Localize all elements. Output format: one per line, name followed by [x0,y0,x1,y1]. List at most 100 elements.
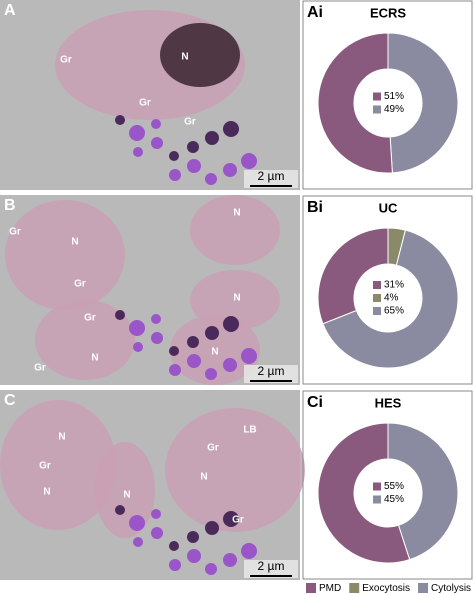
scale-bar-label: 2 µm [258,169,285,183]
legend-label: Exocytosis [362,583,410,594]
panel-label: Ci [307,394,323,411]
legend-swatch [373,281,381,289]
annotation: Gr [207,443,219,454]
panel-label: C [4,392,16,409]
value-label: 45% [384,494,404,505]
panel-label: Ai [307,4,323,21]
legend-swatch [349,583,360,593]
annotation: Gr [39,461,51,472]
annotation: N [233,293,240,304]
cell [165,408,305,532]
scale-bar-box [244,365,298,383]
annotation: Gr [84,313,96,324]
legend-swatch [373,482,381,491]
value-label: 49% [384,104,404,115]
pie-slice [317,422,411,564]
scale-bar-box [244,170,298,188]
scale-bar-box [244,560,298,578]
annotation: N [123,490,130,501]
chart-frame [302,390,473,580]
annotation: Gr [232,515,244,526]
cell [160,23,240,87]
value-label: 31% [384,280,404,291]
granule [205,173,217,185]
granule [151,119,161,129]
granule [151,332,163,344]
legend-label: PMD [319,583,341,594]
granule [169,541,179,551]
panel-label: A [4,2,16,19]
granule [129,125,145,141]
legend-swatch [373,495,381,504]
granule [187,336,199,348]
annotation: Gr [9,227,21,238]
scale-bar-label: 2 µm [258,364,285,378]
granule [151,314,161,324]
pie-slice [387,32,459,174]
cell [5,200,125,310]
granule [205,521,219,535]
chart-frame [302,0,473,190]
granule [241,543,257,559]
granule [151,527,163,539]
annotation: N [71,237,78,248]
legend-swatch [306,583,316,593]
cell [0,400,116,530]
annotation: Gr [34,363,46,374]
chart-title: HES [375,395,402,410]
cell [35,300,135,380]
legend-swatch [373,294,381,302]
granule [133,537,143,547]
value-label: 4% [384,293,399,304]
annotation: N [91,353,98,364]
legend-label: Cytolysis [431,583,471,594]
granule [169,151,179,161]
legend-swatch [373,105,381,114]
cell [95,442,155,538]
granule [151,137,163,149]
cell [190,270,280,330]
granule [129,320,145,336]
annotation: Gr [74,279,86,290]
granule [241,348,257,364]
granule [187,354,201,368]
legend-swatch [373,307,381,315]
granule [169,559,181,571]
panel-label: Bi [307,199,323,216]
granule [115,505,125,515]
granule [187,159,201,173]
granule [133,342,143,352]
annotation: N [200,472,207,483]
granule [169,364,181,376]
granule [205,326,219,340]
chart-title: UC [379,200,398,215]
granule [151,509,161,519]
value-label: 51% [384,91,404,102]
granule [129,515,145,531]
granule [223,121,239,137]
annotation: N [181,52,188,63]
annotation: Gr [139,98,151,109]
granule [241,153,257,169]
granule [205,368,217,380]
granule [187,549,201,563]
granule [223,553,237,567]
granule [169,346,179,356]
annotation: N [211,347,218,358]
pie-slice [322,229,459,369]
cell [190,195,280,265]
annotation: N [233,208,240,219]
pie-slice [317,227,389,325]
granule [187,531,199,543]
granule [133,147,143,157]
granule [169,169,181,181]
value-label: 65% [384,306,404,317]
scale-bar-label: 2 µm [258,559,285,573]
pie-slice [387,422,459,561]
granule [115,115,125,125]
annotation: Gr [60,55,72,66]
annotation: N [43,487,50,498]
granule [223,358,237,372]
granule [205,131,219,145]
